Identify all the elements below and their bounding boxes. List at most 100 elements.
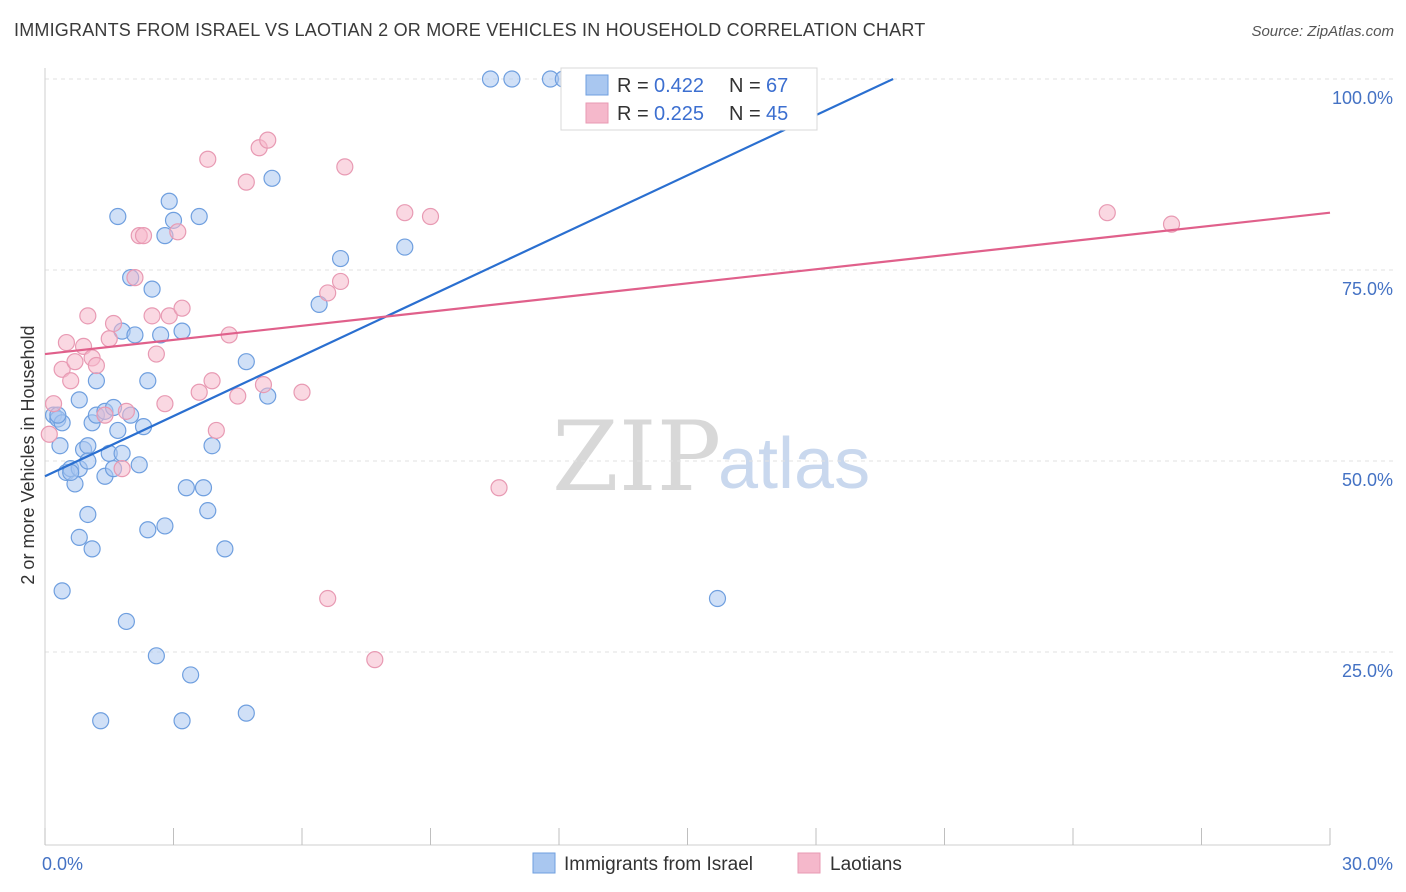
legend-r-label-israel: R =: [617, 75, 649, 97]
legend-n-value-israel: 67: [766, 75, 788, 97]
bottom-legend-swatch-laotians: [797, 852, 821, 874]
laotians-point: [254, 376, 273, 394]
laotians-trend-line: [44, 211, 1331, 356]
laotians-point: [66, 353, 84, 371]
israel-point: [130, 456, 148, 474]
israel-point: [190, 207, 208, 226]
bottom-legend-swatch-israel: [532, 852, 556, 874]
laotians-point: [134, 227, 153, 245]
israel-point: [139, 372, 157, 390]
watermark-zip: ZIP: [552, 401, 721, 513]
israel-point: [182, 666, 200, 684]
israel-point: [708, 589, 727, 608]
laotians-point: [336, 158, 354, 176]
israel-point: [109, 207, 127, 226]
laotians-point: [40, 425, 58, 443]
legend-swatch-israel: [585, 74, 609, 96]
israel-point: [109, 421, 127, 440]
laotians-point: [1162, 215, 1181, 233]
israel-point: [216, 540, 234, 558]
israel-point: [70, 528, 88, 547]
israel-point: [481, 70, 500, 88]
laotians-point: [207, 421, 225, 440]
chart-title: IMMIGRANTS FROM ISRAEL VS LAOTIAN 2 OR M…: [14, 20, 926, 40]
laotians-point: [396, 204, 414, 222]
laotians-point: [126, 269, 144, 287]
laotians-point: [293, 383, 311, 401]
laotians-point: [79, 307, 97, 325]
israel-point: [503, 70, 521, 88]
israel-point: [51, 437, 69, 455]
y-tick-label: 25.0%: [1342, 661, 1393, 681]
laotians-point: [490, 479, 508, 497]
bottom-legend-label-laotians: Laotians: [830, 854, 902, 875]
israel-point: [173, 712, 191, 730]
laotians-point: [190, 383, 208, 401]
israel-point: [263, 169, 281, 187]
y-axis-title: 2 or more Vehicles in Household: [18, 325, 38, 584]
israel-point: [147, 647, 165, 665]
laotians-point: [87, 356, 106, 375]
israel-point: [237, 353, 255, 371]
israel-point: [160, 192, 178, 210]
israel-point: [194, 479, 213, 497]
laotians-point: [173, 299, 191, 317]
israel-point: [83, 540, 101, 558]
laotians-point: [1098, 204, 1116, 222]
laotians-point: [169, 223, 187, 241]
laotians-point: [421, 207, 440, 226]
trend-lines: [44, 78, 1331, 478]
israel-point: [113, 444, 131, 462]
chart-source: Source: ZipAtlas.com: [1251, 23, 1394, 40]
israel-point: [199, 502, 217, 520]
laotians-point: [113, 460, 131, 478]
laotians-point: [259, 131, 277, 149]
israel-point: [331, 249, 350, 268]
israel-point: [53, 582, 71, 600]
legend-swatch-laotians: [585, 102, 609, 124]
series-legend: Immigrants from Israel Laotians: [532, 852, 902, 875]
laotians-point: [366, 651, 384, 669]
legend-r-value-laotians: 0.225: [654, 103, 704, 125]
laotians-point: [160, 307, 178, 325]
legend-r-label-laotians: R =: [617, 103, 649, 125]
x-tick-labels: 0.0% 30.0%: [42, 854, 1393, 874]
israel-point: [152, 326, 170, 344]
israel-point: [87, 372, 106, 390]
legend-n-value-laotians: 45: [766, 103, 788, 125]
bottom-legend-label-israel: Immigrants from Israel: [564, 854, 753, 875]
israel-point: [139, 521, 157, 539]
israel-point: [203, 437, 221, 455]
legend-n-label-laotians: N =: [729, 103, 761, 125]
laotians-point: [62, 372, 80, 390]
israel-point: [79, 505, 97, 524]
laotians-point: [331, 272, 350, 291]
laotians-point: [199, 150, 217, 168]
israel-point: [177, 479, 195, 497]
israel-point: [126, 326, 144, 344]
y-tick-labels: 25.0% 50.0% 75.0% 100.0%: [1332, 88, 1393, 681]
laotians-point: [156, 395, 174, 413]
series-israel-points: [44, 70, 727, 730]
laotians-point: [53, 360, 71, 378]
series-laotians-points: [40, 131, 1181, 669]
laotians-point: [143, 307, 161, 325]
correlation-legend: R = 0.422 N = 67 R = 0.225 N = 45: [560, 67, 818, 131]
laotians-point: [203, 372, 221, 390]
laotians-point: [44, 395, 63, 413]
israel-point: [173, 322, 191, 340]
israel-point: [396, 238, 414, 256]
laotians-point: [96, 406, 114, 424]
y-tick-label: 50.0%: [1342, 470, 1393, 490]
laotians-point: [147, 345, 165, 363]
israel-point: [92, 712, 110, 730]
israel-point: [117, 612, 135, 631]
israel-point: [143, 280, 161, 298]
israel-point: [310, 295, 328, 313]
y-tick-label: 75.0%: [1342, 279, 1393, 299]
legend-n-label-israel: N =: [729, 75, 761, 97]
watermark-atlas: atlas: [718, 424, 870, 504]
x-tick-label: 30.0%: [1342, 854, 1393, 874]
x-tick-label: 0.0%: [42, 854, 83, 874]
